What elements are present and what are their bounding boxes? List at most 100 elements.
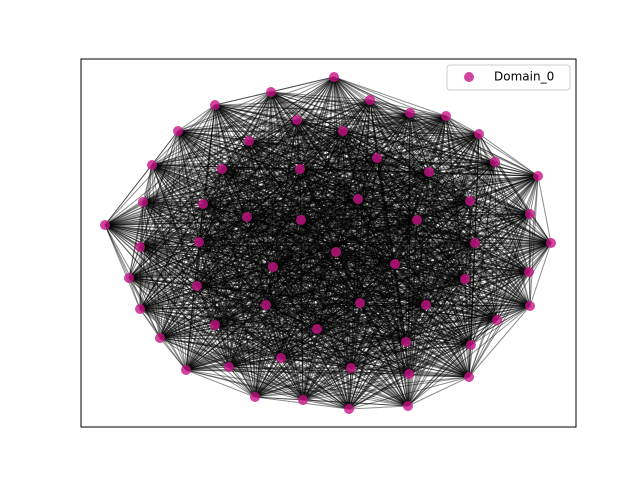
edge (139, 308, 350, 410)
edge (265, 302, 361, 306)
edge (302, 328, 318, 401)
edge (348, 304, 427, 410)
node (296, 215, 306, 225)
edge (445, 115, 498, 321)
edge (342, 130, 378, 159)
edge (214, 216, 248, 326)
edge (335, 251, 396, 265)
edge (214, 157, 378, 326)
edge (248, 140, 352, 369)
edge (214, 99, 371, 106)
edge (198, 200, 471, 243)
edge (296, 119, 471, 202)
edge (221, 168, 337, 253)
edge (254, 367, 352, 398)
edge (185, 119, 298, 371)
edge (348, 213, 531, 410)
edge (142, 130, 344, 203)
edge (246, 216, 476, 244)
edge (228, 344, 472, 368)
edge (128, 216, 248, 279)
edge (300, 161, 496, 221)
edge (139, 76, 335, 248)
edge (196, 285, 267, 306)
edge (357, 198, 470, 378)
edge (202, 203, 274, 268)
edge (316, 271, 530, 330)
edge (159, 251, 337, 339)
edge (185, 341, 407, 371)
edge (198, 171, 430, 243)
edge (254, 271, 530, 398)
edge (159, 130, 344, 339)
edge (151, 164, 476, 244)
edge (104, 224, 530, 273)
edge (445, 115, 472, 346)
edge (177, 130, 531, 307)
edge (151, 130, 344, 166)
edge (214, 104, 471, 202)
edge (299, 168, 552, 244)
edge (159, 112, 411, 339)
edge (214, 304, 427, 326)
edge (469, 200, 530, 273)
edge (159, 91, 272, 339)
edge (142, 201, 337, 253)
edge (128, 241, 200, 279)
edge (407, 376, 470, 407)
edge (228, 319, 498, 368)
edge (214, 104, 344, 132)
edge (202, 203, 407, 343)
edge (196, 133, 480, 287)
edge (196, 271, 530, 287)
edge (196, 285, 470, 378)
edge (177, 115, 447, 132)
edge (342, 130, 498, 321)
edge (221, 76, 335, 170)
edge (104, 224, 304, 401)
edge (299, 168, 304, 401)
edge (104, 224, 470, 378)
edge (254, 242, 476, 398)
edge (214, 104, 318, 330)
edge (246, 216, 410, 375)
edge (139, 246, 216, 326)
edge (185, 219, 418, 371)
edge (348, 302, 361, 410)
edge (248, 140, 350, 410)
edge (104, 224, 274, 268)
edge (139, 246, 410, 375)
edge (177, 130, 430, 173)
edge (104, 200, 471, 226)
edge (159, 278, 466, 339)
edge (265, 91, 272, 306)
edge (177, 130, 539, 177)
edge (104, 203, 204, 226)
edge (228, 357, 282, 368)
edge (333, 76, 472, 346)
edge (214, 104, 411, 114)
edge (177, 130, 230, 368)
edge (139, 308, 230, 368)
edge (248, 140, 427, 306)
edge (316, 242, 476, 330)
edge (408, 278, 466, 375)
edge (428, 161, 496, 173)
edge (265, 242, 552, 306)
edge (139, 203, 204, 310)
edge (248, 140, 430, 173)
edge (407, 242, 476, 407)
edge (139, 140, 250, 248)
node (298, 395, 308, 405)
edge (196, 198, 359, 287)
edge (139, 304, 267, 310)
edge (425, 115, 447, 306)
edge (470, 319, 498, 346)
edge (394, 242, 552, 265)
edge (196, 213, 531, 287)
edge (128, 203, 204, 279)
edge (246, 115, 447, 218)
edge (335, 130, 344, 253)
edge (299, 168, 337, 253)
edge (185, 161, 496, 371)
